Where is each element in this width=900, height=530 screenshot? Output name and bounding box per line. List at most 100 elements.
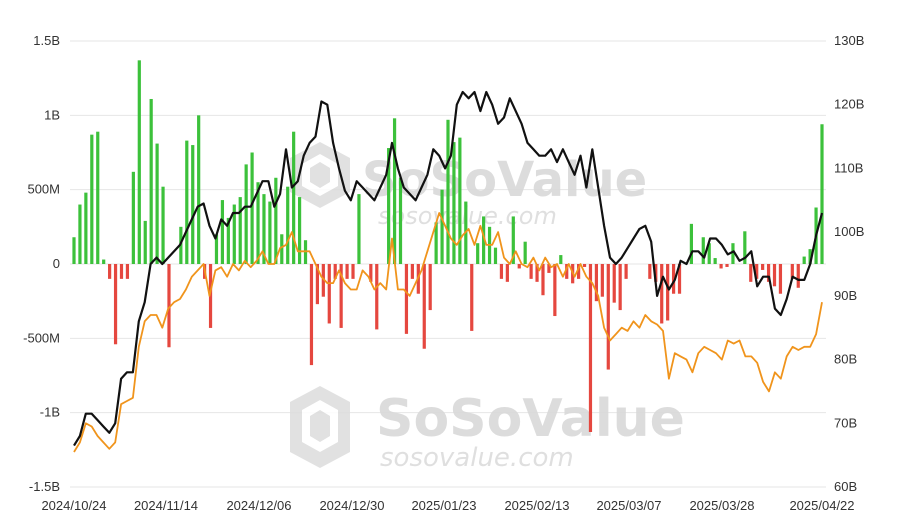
outflow-bar [588, 264, 593, 432]
outflow-bar [351, 264, 355, 279]
watermark-url: sosovalue.com [380, 443, 574, 473]
inflow-bar [820, 124, 824, 265]
x-tick-label: 2025/04/22 [789, 498, 854, 513]
outflow-bar [315, 264, 319, 305]
inflow-bar [292, 131, 296, 264]
right-tick-label: 80B [834, 352, 857, 367]
right-tick-label: 70B [834, 415, 857, 430]
inflow-bar [262, 194, 266, 264]
inflow-bar [131, 171, 135, 264]
outflow-bar [333, 264, 337, 279]
outflow-bar [761, 264, 765, 270]
inflow-bar [511, 216, 515, 264]
outflow-bar [119, 264, 124, 279]
inflow-bar [191, 145, 195, 264]
left-tick-label: 1.5B [33, 33, 60, 48]
inflow-bar [90, 134, 94, 264]
inflow-bar [274, 177, 278, 264]
inflow-bar [440, 189, 444, 264]
outflow-bar [725, 264, 729, 267]
outflow-bar [778, 264, 783, 294]
net-flow-bars [72, 60, 824, 432]
right-tick-label: 90B [834, 288, 857, 303]
inflow-bar [137, 60, 141, 265]
outflow-bar [600, 264, 604, 297]
inflow-bar [149, 98, 153, 264]
inflow-bar [244, 164, 248, 264]
outflow-bar [422, 264, 426, 349]
inflow-bar [452, 142, 456, 264]
inflow-bar [476, 243, 480, 264]
total-value-line [73, 90, 824, 447]
outflow-bar [321, 264, 325, 297]
inflow-bar [446, 119, 450, 264]
left-axis: 1.5B 1B 500M 0 -500M -1B -1.5B [23, 33, 60, 494]
outflow-bar [671, 264, 676, 294]
inflow-bar [482, 216, 486, 264]
inflow-bar [96, 131, 100, 264]
outflow-bar [375, 264, 379, 330]
outflow-bar [541, 264, 545, 296]
x-axis: 2024/10/24 2024/11/14 2024/12/06 2024/12/30… [41, 498, 854, 513]
inflow-bar [357, 194, 361, 264]
outflow-bar [517, 264, 521, 269]
outflow-bar [606, 264, 610, 370]
outflow-bar [547, 264, 551, 273]
inflow-bar [392, 118, 397, 264]
outflow-bar [125, 264, 130, 279]
left-tick-label: 0 [53, 256, 60, 271]
inflow-bar [238, 197, 242, 264]
watermark-brand: SoSoValue [376, 389, 685, 449]
inflow-bar [143, 220, 147, 264]
x-tick-label: 2025/02/13 [504, 498, 569, 513]
outflow-bar [428, 264, 432, 311]
outflow-bar [535, 264, 539, 282]
outflow-bar [755, 264, 759, 279]
aum-lines [73, 90, 824, 453]
left-tick-label: 500M [27, 182, 60, 197]
x-tick-label: 2024/10/24 [41, 498, 106, 513]
inflow-bar [523, 241, 527, 264]
inflow-bar [268, 201, 272, 264]
inflow-bar [286, 186, 290, 264]
inflow-bar [250, 152, 254, 264]
inflow-bar [220, 200, 225, 264]
inflow-bar [713, 258, 717, 264]
right-tick-label: 120B [834, 97, 864, 112]
inflow-bar [214, 234, 219, 264]
watermark-brand: SoSoValue [362, 152, 647, 208]
outflow-bar [108, 264, 112, 279]
outflow-bar [369, 264, 373, 282]
left-tick-label: 1B [44, 107, 60, 122]
inflow-bar [731, 243, 735, 264]
x-tick-label: 2024/12/06 [226, 498, 291, 513]
inflow-bar [707, 243, 711, 264]
outflow-bar [790, 264, 794, 279]
outflow-bar [582, 264, 587, 267]
left-tick-label: -1.5B [29, 479, 60, 494]
outflow-bar [410, 264, 414, 279]
outflow-bar [113, 264, 118, 345]
watermark-bottom: SoSoValue sosovalue.com [290, 386, 685, 473]
outflow-bar [327, 264, 331, 324]
inflow-bar [701, 237, 705, 264]
outflow-bar [796, 264, 800, 288]
outflow-bar [404, 264, 409, 334]
inflow-bar [559, 255, 563, 264]
inflow-bar [802, 256, 806, 264]
inflow-bar [185, 140, 189, 264]
inflow-bar [256, 182, 260, 264]
left-tick-label: -1B [40, 405, 60, 420]
outflow-bar [339, 264, 343, 328]
outflow-bar [618, 264, 622, 311]
inflow-bar [232, 204, 236, 264]
inflow-bar [398, 177, 403, 264]
inflow-bar [458, 137, 462, 264]
x-tick-label: 2024/11/14 [134, 498, 198, 513]
watermark-url: sosovalue.com [378, 202, 557, 230]
cumulative-inflow-line [73, 212, 823, 453]
right-tick-label: 130B [834, 33, 864, 48]
x-tick-label: 2025/01/23 [411, 498, 476, 513]
outflow-bar [766, 264, 771, 282]
